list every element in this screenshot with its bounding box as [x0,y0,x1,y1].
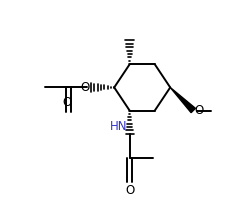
Polygon shape [170,88,196,113]
Text: O: O [125,184,134,197]
Text: O: O [194,104,204,117]
Text: HN: HN [110,120,127,133]
Text: O: O [81,80,90,93]
Text: O: O [62,96,72,109]
